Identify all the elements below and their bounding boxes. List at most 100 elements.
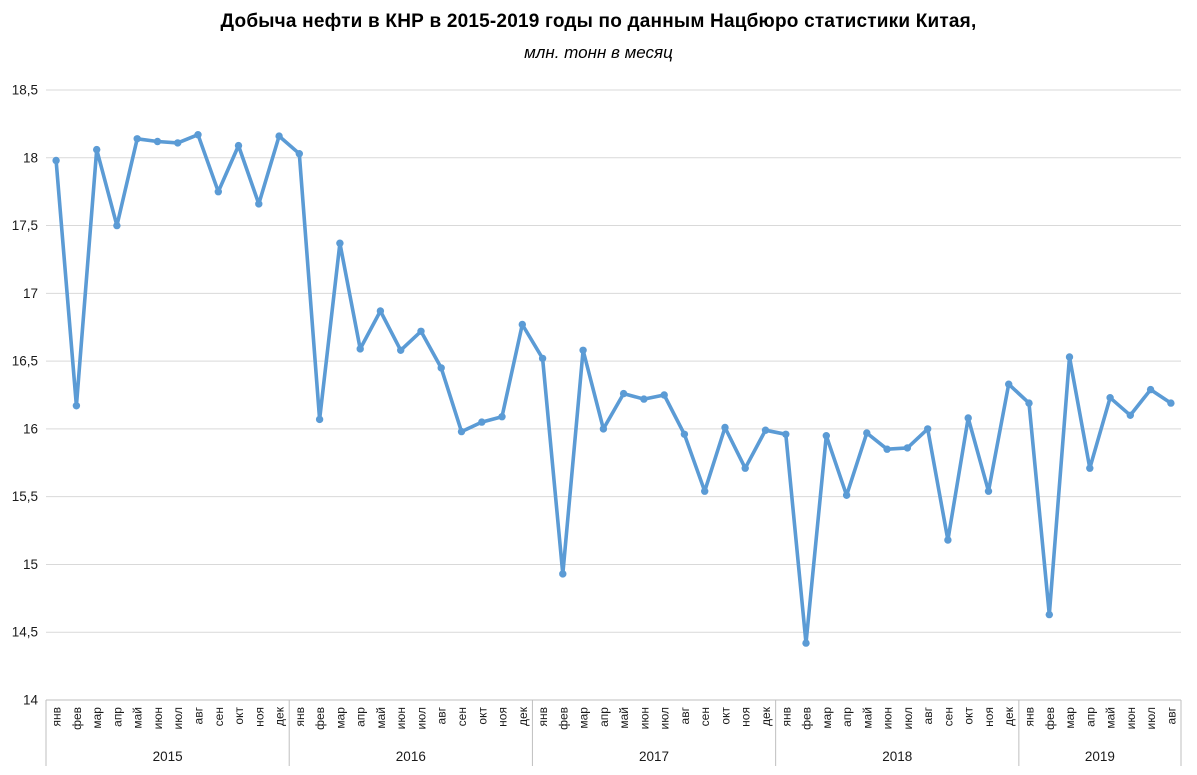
y-tick-label: 14 xyxy=(23,693,39,708)
month-tick-label: фев xyxy=(556,707,570,730)
month-tick-label: мар xyxy=(1063,707,1077,729)
y-tick-label: 18,5 xyxy=(12,83,38,98)
month-tick-label: фев xyxy=(313,707,327,730)
data-point xyxy=(1146,385,1155,394)
data-point xyxy=(721,423,729,432)
month-tick-label: ноя xyxy=(739,707,753,727)
month-tick-label: фев xyxy=(800,707,814,730)
y-tick-label: 17,5 xyxy=(12,218,38,233)
month-tick-label: май xyxy=(1104,707,1118,729)
month-tick-label: май xyxy=(860,707,874,729)
month-tick-label: дек xyxy=(759,706,773,726)
data-point xyxy=(72,402,81,410)
data-point xyxy=(802,639,810,647)
data-point xyxy=(964,414,972,422)
month-tick-label: авг xyxy=(435,706,449,724)
year-label: 2019 xyxy=(1085,749,1115,764)
data-point xyxy=(336,239,344,247)
data-point xyxy=(984,487,993,495)
data-point xyxy=(761,426,770,434)
month-tick-label: мар xyxy=(333,707,347,729)
data-point xyxy=(538,354,547,363)
data-point xyxy=(214,188,222,196)
month-tick-label: сен xyxy=(212,707,226,726)
month-tick-label: май xyxy=(374,707,388,729)
data-point xyxy=(1005,380,1013,388)
data-point xyxy=(498,413,506,421)
year-label: 2018 xyxy=(882,749,912,764)
y-tick-label: 16 xyxy=(23,421,38,436)
data-point xyxy=(863,429,871,437)
month-tick-label: сен xyxy=(455,707,469,726)
data-point xyxy=(701,487,709,495)
month-tick-label: сен xyxy=(941,707,955,726)
month-tick-label: мар xyxy=(577,707,591,729)
month-tick-label: июн xyxy=(881,707,895,729)
month-tick-label: апр xyxy=(354,707,368,727)
data-point xyxy=(417,327,425,335)
month-tick-label: апр xyxy=(110,707,124,727)
month-tick-label: ноя xyxy=(252,707,266,727)
data-point xyxy=(822,432,830,440)
data-point xyxy=(1167,399,1175,407)
data-point xyxy=(1086,464,1094,472)
month-tick-label: авг xyxy=(678,706,692,724)
month-tick-label: июн xyxy=(151,707,165,729)
data-point xyxy=(924,425,932,433)
month-tick-label: янв xyxy=(536,707,550,727)
year-label: 2017 xyxy=(639,749,669,764)
data-point xyxy=(255,200,263,208)
data-point xyxy=(1106,394,1114,402)
data-point xyxy=(1045,610,1054,619)
month-tick-label: янв xyxy=(779,707,793,727)
month-tick-label: авг xyxy=(921,706,935,724)
data-point xyxy=(559,570,567,578)
data-point xyxy=(640,395,648,403)
data-point xyxy=(1065,353,1074,361)
data-point xyxy=(356,345,364,353)
year-label: 2015 xyxy=(153,749,183,764)
data-point xyxy=(903,444,912,452)
data-point xyxy=(275,132,283,140)
y-tick-label: 18 xyxy=(23,150,38,165)
data-point xyxy=(944,536,952,544)
data-point xyxy=(660,391,668,399)
data-point xyxy=(234,141,243,150)
month-tick-label: ноя xyxy=(982,707,996,727)
data-point xyxy=(1126,411,1135,419)
month-tick-label: ноя xyxy=(496,707,510,727)
data-point xyxy=(883,445,891,453)
month-tick-label: июл xyxy=(901,707,915,729)
data-point xyxy=(619,389,628,398)
data-point xyxy=(518,320,526,329)
month-tick-label: июл xyxy=(171,707,185,729)
data-point xyxy=(579,346,587,354)
month-tick-label: авг xyxy=(192,706,206,724)
chart-subtitle: млн. тонн в месяц xyxy=(524,43,673,62)
month-tick-label: фев xyxy=(70,707,84,730)
month-tick-label: окт xyxy=(232,707,246,725)
data-point xyxy=(133,135,141,143)
month-tick-label: окт xyxy=(718,707,732,725)
y-tick-label: 14,5 xyxy=(12,625,38,640)
data-point xyxy=(315,415,324,424)
data-point xyxy=(1025,399,1033,407)
data-point xyxy=(397,346,405,354)
month-tick-label: мар xyxy=(90,707,104,729)
month-tick-label: июн xyxy=(637,707,651,729)
data-point xyxy=(478,418,486,426)
data-point xyxy=(842,491,851,499)
data-point xyxy=(194,131,202,139)
year-label: 2016 xyxy=(396,749,426,764)
month-tick-label: апр xyxy=(840,707,854,727)
data-point xyxy=(52,156,60,165)
month-tick-label: дек xyxy=(516,706,530,726)
y-tick-label: 17 xyxy=(23,286,38,301)
y-tick-label: 15,5 xyxy=(12,489,38,504)
month-tick-label: июн xyxy=(1124,707,1138,729)
data-point xyxy=(437,364,445,372)
data-point xyxy=(741,464,749,472)
month-tick-label: апр xyxy=(1083,707,1097,727)
